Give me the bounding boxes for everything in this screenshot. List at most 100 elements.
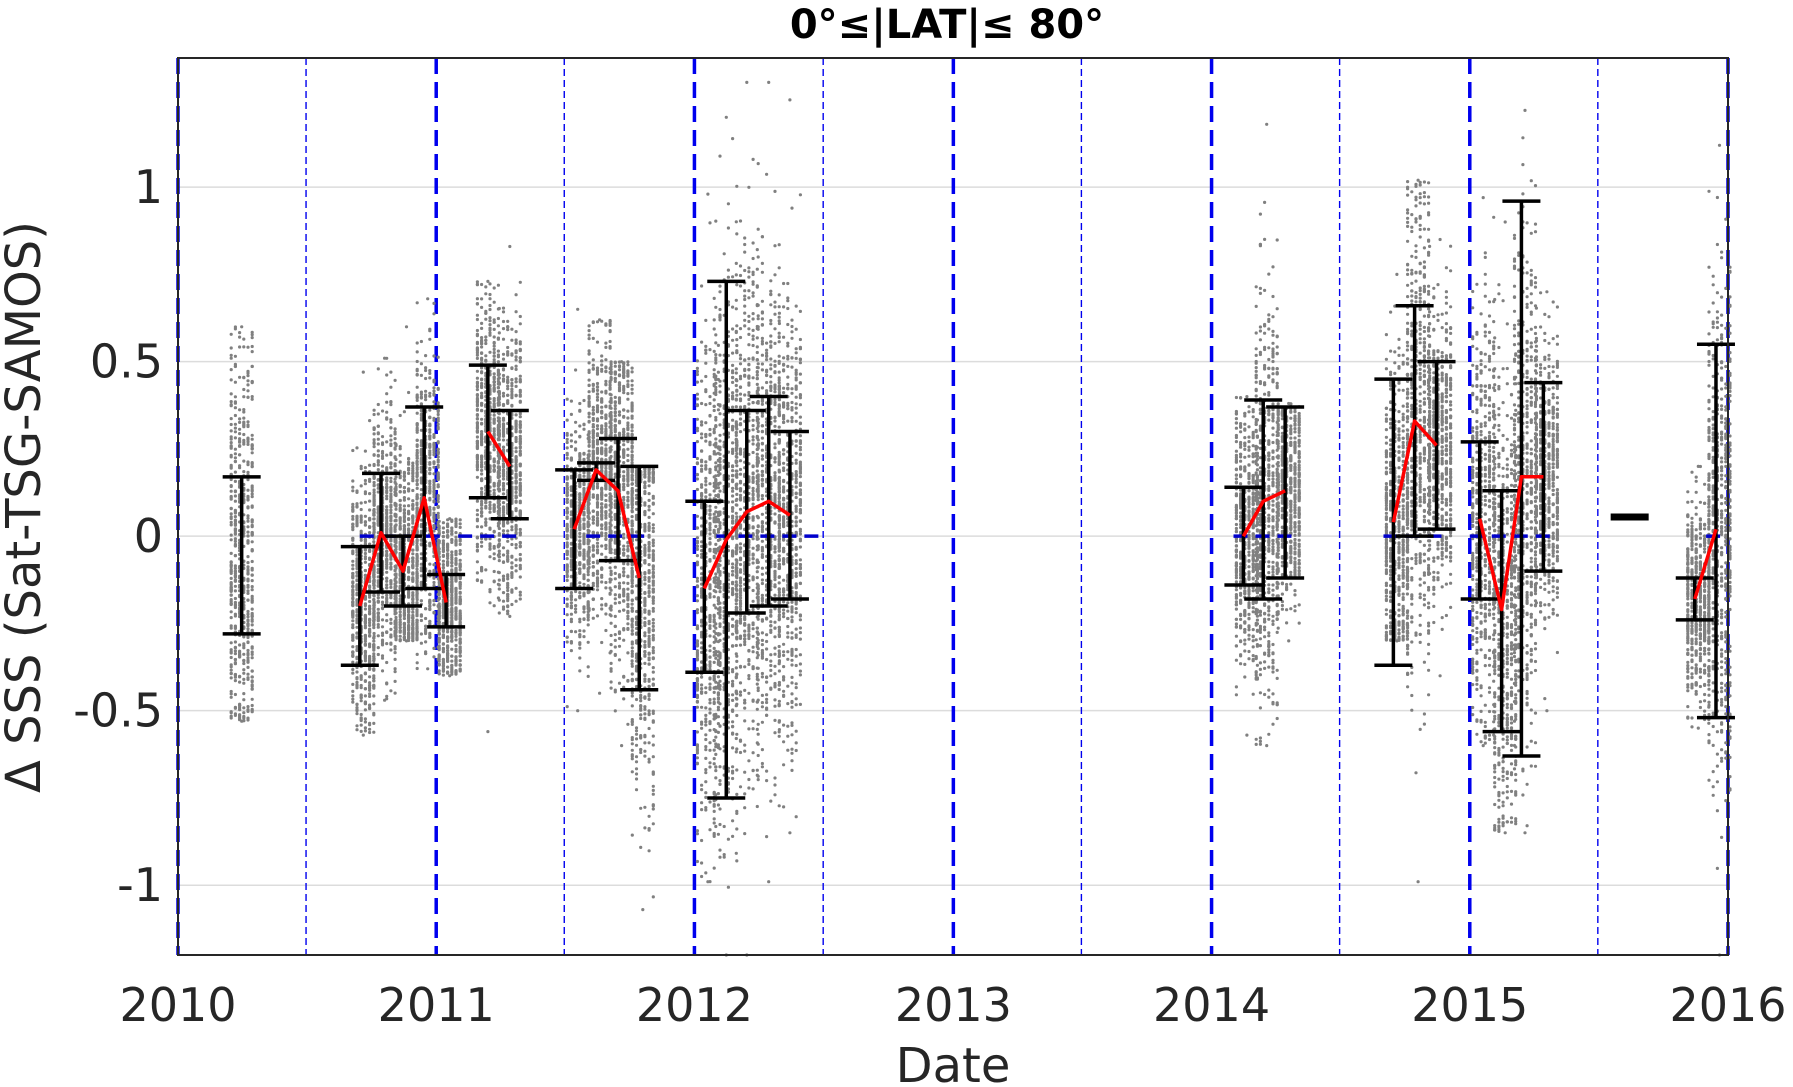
sample-point [480,381,484,386]
sample-point [372,540,376,544]
sample-point [480,443,484,447]
sample-point [250,462,254,466]
sample-point [432,500,436,504]
sample-point [475,429,479,433]
sample-point [250,680,254,684]
sample-point [501,513,506,517]
sample-point [437,636,441,640]
sample-point [368,675,372,679]
sample-point [250,364,254,369]
sample-point [372,639,376,643]
sample-point [488,500,492,504]
sample-point [368,660,372,664]
sample-point [407,528,411,533]
sample-point [411,626,415,631]
sample-point [242,395,246,399]
sample-point [506,384,510,388]
sample-point [363,603,367,608]
sample-point [454,568,458,572]
sample-point [372,510,376,514]
sample-point [229,565,233,569]
sample-point [415,472,419,476]
sample-point [415,398,419,402]
sample-point [372,694,376,698]
sample-point [385,601,389,605]
sample-point [496,349,500,353]
sample-point [437,648,441,652]
sample-point [441,563,445,567]
sample-point [411,479,415,483]
sample-point [372,488,376,492]
sample-point [432,603,436,607]
sample-point [480,472,484,476]
sample-point [351,505,355,509]
sample-point [376,607,380,611]
sample-point [368,666,372,670]
sample-point [351,600,355,605]
sample-point [233,508,237,512]
sample-point [229,446,233,450]
sample-point [242,459,246,463]
sample-point [394,611,398,615]
sample-point [242,668,246,672]
sample-point [246,672,250,676]
sample-point [497,331,501,335]
sample-point [363,616,367,620]
sample-point [458,620,462,624]
sample-point [432,472,436,476]
sample-point [250,613,254,617]
sample-point [501,422,506,426]
sample-point [578,539,582,543]
sample-point [518,512,522,516]
sample-point [480,565,484,570]
sample-point [385,440,389,444]
sample-point [458,663,462,667]
sample-point [229,585,233,590]
sample-point [432,435,436,439]
sample-point [514,338,518,342]
sample-point [385,482,389,486]
sample-point [424,607,428,611]
sample-point [376,442,380,446]
sample-point [368,463,372,467]
sample-point [475,399,479,403]
sample-point [389,438,393,442]
sample-point [506,353,510,357]
sample-point [506,551,510,555]
sample-point [250,531,254,535]
sample-point [385,453,389,457]
sample-point [510,327,514,331]
sample-point [492,459,496,463]
sample-point [385,410,389,414]
sample-point [355,446,359,450]
sample-point [394,482,398,486]
sample-point [432,493,436,497]
sample-point [407,460,411,464]
sample-point [510,542,514,547]
sample-point [428,437,432,441]
sample-point [372,612,376,616]
sample-point [492,354,496,358]
sample-point [565,418,569,422]
sample-point [501,391,506,395]
sample-point [407,592,411,596]
sample-point [518,412,522,416]
sample-point [398,629,402,633]
sample-point [450,550,454,554]
sample-point [389,518,393,523]
sample-point [475,460,479,464]
sample-point [514,485,518,489]
sample-point [229,392,233,396]
sample-point [574,598,578,602]
sample-point [394,544,398,549]
sample-point [432,563,436,567]
sample-point [432,392,436,396]
sample-point [518,557,522,561]
sample-point [574,610,578,614]
sample-point [398,638,402,642]
sample-point [426,297,430,301]
sample-point [385,505,389,509]
sample-point [458,609,462,613]
sample-point [233,479,237,483]
sample-point [351,571,355,576]
